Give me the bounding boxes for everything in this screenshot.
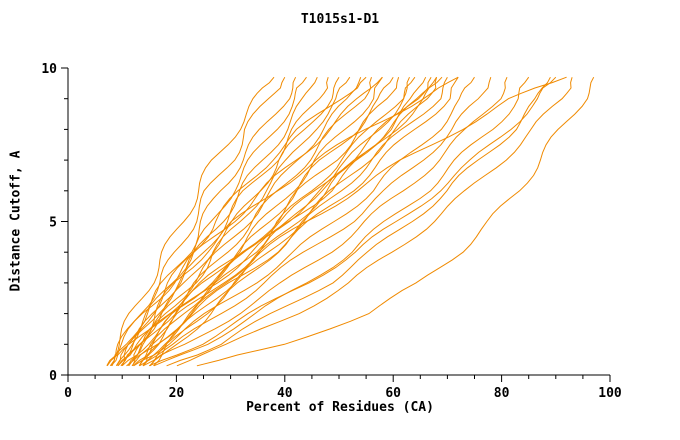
model-curve <box>132 77 372 366</box>
model-curve <box>126 76 459 367</box>
model-curve <box>121 77 329 366</box>
y-tick-label: 0 <box>49 369 57 384</box>
model-curve <box>117 76 318 367</box>
x-tick-label: 60 <box>385 386 401 401</box>
model-curve <box>148 76 557 367</box>
model-curve <box>109 76 297 367</box>
model-curve <box>176 77 573 367</box>
model-curve <box>138 77 400 367</box>
x-tick-label: 20 <box>169 386 185 401</box>
model-curve <box>133 76 475 367</box>
model-curve <box>142 77 508 367</box>
y-axis-label: Distance Cutoff, A <box>8 150 24 292</box>
y-tick-label: 10 <box>41 62 57 77</box>
model-curve <box>115 76 307 367</box>
model-curve <box>133 76 567 367</box>
model-curve <box>106 76 383 367</box>
y-tick-label: 5 <box>49 216 57 231</box>
x-tick-label: 40 <box>277 386 293 401</box>
x-tick-label: 100 <box>598 386 622 401</box>
model-curve <box>196 76 595 367</box>
model-curve <box>106 76 275 367</box>
chart-title: T1015s1-D1 <box>300 12 380 27</box>
model-curve <box>117 76 438 367</box>
x-tick-label: 80 <box>494 386 510 401</box>
model-curve <box>153 76 530 367</box>
model-curve <box>120 76 459 367</box>
x-tick-label: 0 <box>64 386 72 401</box>
model-curve <box>153 76 448 367</box>
model-curve <box>121 76 443 367</box>
model-curve <box>110 76 432 367</box>
x-axis-label: Percent of Residues (CA) <box>246 400 434 415</box>
model-curve <box>131 76 383 367</box>
model-curve <box>149 77 438 367</box>
model-curve <box>139 77 492 367</box>
model-curve <box>116 76 367 367</box>
model-curve <box>127 76 351 367</box>
